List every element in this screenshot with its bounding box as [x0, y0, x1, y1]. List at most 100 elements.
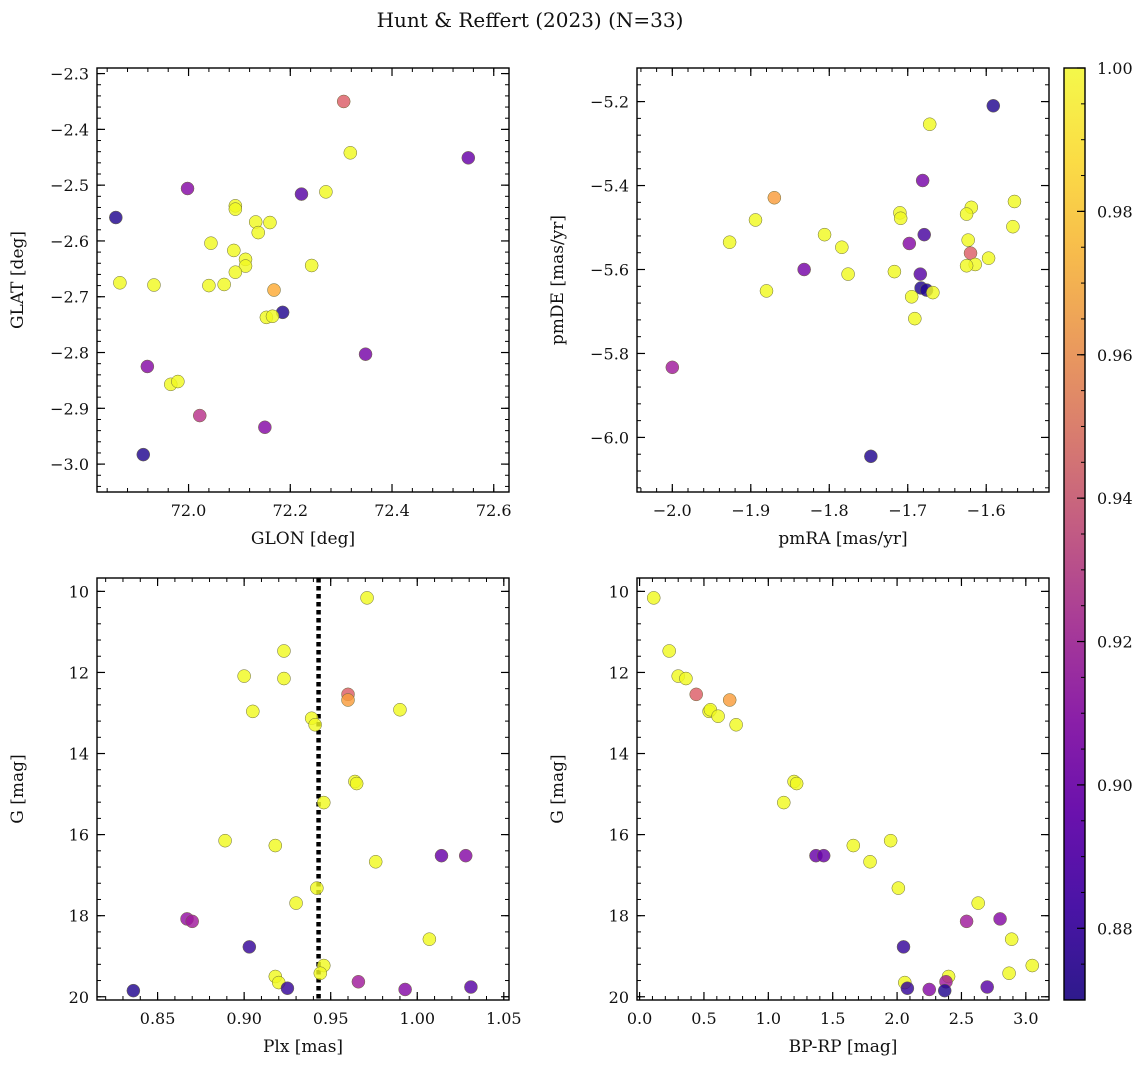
colorbar-tick-label: 0.98	[1097, 202, 1133, 221]
data-point	[959, 914, 974, 929]
data-point	[398, 982, 412, 997]
axes-frame	[636, 67, 1050, 493]
data-point	[422, 932, 437, 946]
x-axis-label: pmRA [mas/yr]	[778, 529, 907, 549]
x-tick-label: 1.5	[820, 1009, 845, 1028]
data-point	[228, 265, 243, 279]
axes-frame	[96, 577, 510, 1001]
data-point	[1025, 958, 1040, 973]
x-axis-label: GLON [deg]	[251, 529, 355, 549]
figure-title: Hunt & Reffert (2023) (N=33)	[377, 8, 684, 32]
x-tick-label: 1.00	[399, 1009, 435, 1028]
data-point	[913, 267, 928, 281]
y-tick-label: −2.5	[50, 176, 89, 195]
data-point	[1002, 966, 1016, 980]
data-point	[192, 408, 207, 423]
x-tick-label: 1.05	[486, 1009, 522, 1028]
data-point	[202, 278, 216, 293]
x-axis-label: Plx [mas]	[263, 1037, 343, 1057]
x-axis-label: BP-RP [mag]	[789, 1037, 898, 1057]
data-point	[171, 374, 185, 389]
plot-area	[637, 68, 1049, 492]
data-point	[341, 693, 355, 707]
data-point	[900, 981, 915, 995]
data-point	[251, 225, 265, 240]
data-point	[317, 795, 331, 810]
data-point	[263, 215, 277, 230]
x-tick-label: 72.6	[476, 501, 512, 520]
data-point	[729, 717, 743, 732]
data-point	[959, 258, 974, 273]
data-point	[349, 776, 364, 791]
data-point	[280, 981, 295, 995]
data-point	[343, 146, 358, 160]
data-point	[937, 983, 952, 998]
y-tick-label: 20	[609, 988, 629, 1007]
y-tick-label: 12	[609, 663, 629, 682]
data-point	[722, 235, 737, 249]
x-tick-label: −1.7	[888, 501, 927, 520]
y-tick-label: 18	[69, 907, 89, 926]
data-point	[816, 848, 831, 863]
data-point	[227, 243, 241, 258]
axes-frame	[96, 67, 510, 493]
data-point	[310, 881, 324, 895]
data-point	[319, 185, 333, 199]
data-point	[662, 644, 676, 658]
data-point	[883, 833, 898, 848]
y-tick-label: −5.4	[590, 177, 629, 196]
data-point	[277, 644, 291, 658]
data-point	[180, 181, 195, 196]
data-point	[863, 855, 877, 869]
data-point	[748, 213, 763, 227]
scatter-points	[126, 591, 478, 998]
data-point	[294, 187, 309, 201]
data-point	[926, 285, 940, 300]
data-point	[1004, 932, 1019, 946]
plot-area	[97, 578, 509, 1000]
data-point	[458, 848, 473, 863]
data-point	[358, 347, 373, 361]
x-tick-label: 72.2	[272, 501, 308, 520]
y-tick-label: 16	[69, 826, 89, 845]
data-point	[981, 251, 996, 265]
data-point	[267, 283, 281, 297]
data-point	[289, 896, 303, 910]
data-point	[646, 591, 661, 605]
y-tick-label: −5.6	[590, 261, 629, 280]
data-point	[113, 276, 127, 290]
colorbar-tick-label: 0.96	[1097, 346, 1133, 365]
y-tick-label: 18	[609, 907, 629, 926]
axes-frame	[636, 577, 1050, 1001]
data-point	[902, 236, 917, 251]
data-point	[265, 309, 280, 324]
data-point	[986, 99, 1001, 113]
data-point	[759, 284, 774, 298]
data-point	[109, 210, 123, 225]
plot-area	[97, 68, 509, 492]
data-point	[360, 591, 374, 605]
data-point	[893, 211, 908, 226]
data-point	[336, 94, 351, 109]
colorbar-tick-label: 0.94	[1097, 489, 1133, 508]
data-point	[864, 449, 878, 464]
data-point	[711, 709, 725, 723]
x-tick-label: −1.9	[731, 501, 770, 520]
y-axis-label: G [mag]	[8, 754, 28, 823]
panel-pmra-pmde: −2.0 −1.9 −1.8 −1.7 −1.6 −6.0 −5.8 −5.6 −5.4 −5.2…	[548, 67, 1050, 549]
data-point	[922, 117, 937, 132]
data-point	[136, 447, 151, 462]
y-tick-label: −5.2	[590, 93, 629, 112]
data-point	[917, 227, 931, 242]
y-tick-label: −6.0	[590, 428, 629, 447]
data-point	[993, 912, 1007, 926]
data-point	[464, 980, 478, 994]
data-point	[140, 359, 155, 374]
y-tick-label: −3.0	[50, 455, 89, 474]
y-tick-label: −2.9	[50, 399, 89, 418]
data-point	[665, 360, 680, 375]
data-point	[835, 240, 849, 255]
data-point	[242, 940, 257, 954]
y-tick-label: 14	[609, 745, 629, 764]
